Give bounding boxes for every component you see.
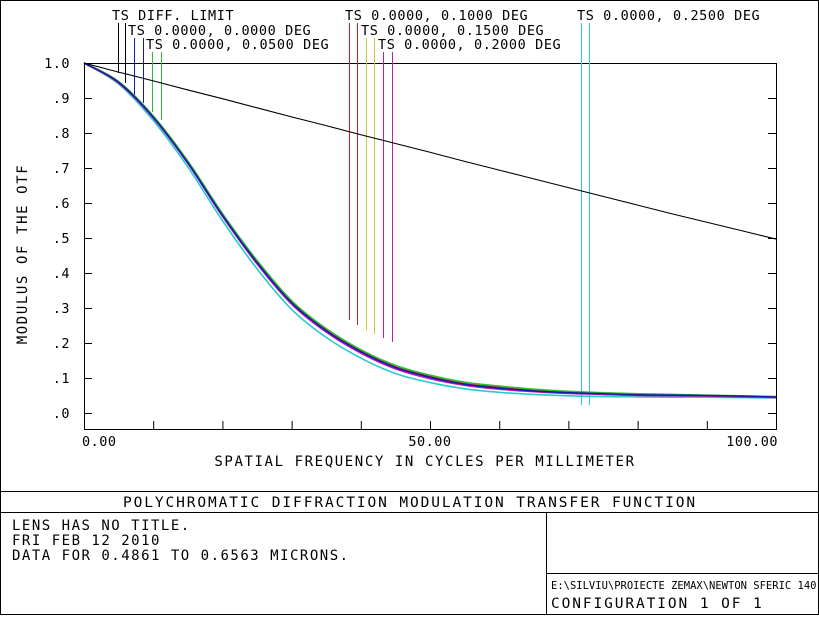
legend-label-field-025: TS 0.0000, 0.2500 DEG (577, 8, 760, 24)
series-line-field-0 (83, 62, 777, 398)
y-tick-label: .8 (53, 126, 70, 142)
legend-label-field-005: TS 0.0000, 0.0500 DEG (146, 37, 329, 53)
y-axis-label: MODULUS OF THE OTF (15, 164, 31, 345)
legend-label-field-0: TS 0.0000, 0.0000 DEG (128, 23, 311, 39)
y-tick-label: .7 (53, 161, 70, 177)
series-line-field-025 (83, 62, 777, 399)
x-tick-label: 0.00 (82, 434, 117, 450)
y-tick-label: 1.0 (44, 56, 70, 72)
legend-label-diff-limit: TS DIFF. LIMIT (112, 8, 234, 24)
x-tick-labels: 0.00 50.00 100.00 (82, 434, 778, 450)
axis-ticks (84, 63, 777, 429)
y-tick-label: .4 (53, 266, 70, 282)
date-line: FRI FEB 12 2010 (12, 533, 161, 549)
mtf-curves (83, 62, 777, 399)
y-tick-label: .5 (53, 231, 70, 247)
series-line-diff-limit (83, 62, 777, 240)
configuration-label: CONFIGURATION 1 OF 1 (551, 596, 764, 612)
plot-area (84, 63, 777, 430)
y-tick-labels: 1.0 .9 .8 .7 .6 .5 .4 .3 .2 .1 .0 (44, 56, 70, 422)
series-line-field-005 (83, 62, 777, 398)
legend-markers (118, 23, 590, 405)
legend-label-field-020: TS 0.0000, 0.2000 DEG (378, 37, 561, 53)
legend-label-field-015: TS 0.0000, 0.1500 DEG (361, 23, 544, 39)
y-tick-label: .6 (53, 196, 70, 212)
y-tick-label: .2 (53, 336, 70, 352)
x-tick-label: 100.00 (726, 434, 778, 450)
file-path: E:\SILVIU\PROIECTE ZEMAX\NEWTON SFERIC 1… (551, 580, 819, 592)
y-tick-label: .3 (53, 301, 70, 317)
x-tick-label: 50.00 (408, 434, 451, 450)
legend-label-field-010: TS 0.0000, 0.1000 DEG (345, 8, 528, 24)
y-tick-label: .9 (53, 91, 70, 107)
chart-title: POLYCHROMATIC DIFFRACTION MODULATION TRA… (123, 495, 697, 511)
wavelength-range-line: DATA FOR 0.4861 TO 0.6563 MICRONS. (12, 548, 350, 564)
y-tick-label: .0 (53, 406, 70, 422)
y-tick-label: .1 (53, 371, 70, 387)
lens-title-line: LENS HAS NO TITLE. (12, 518, 191, 534)
x-axis-label: SPATIAL FREQUENCY IN CYCLES PER MILLIMET… (214, 454, 635, 470)
